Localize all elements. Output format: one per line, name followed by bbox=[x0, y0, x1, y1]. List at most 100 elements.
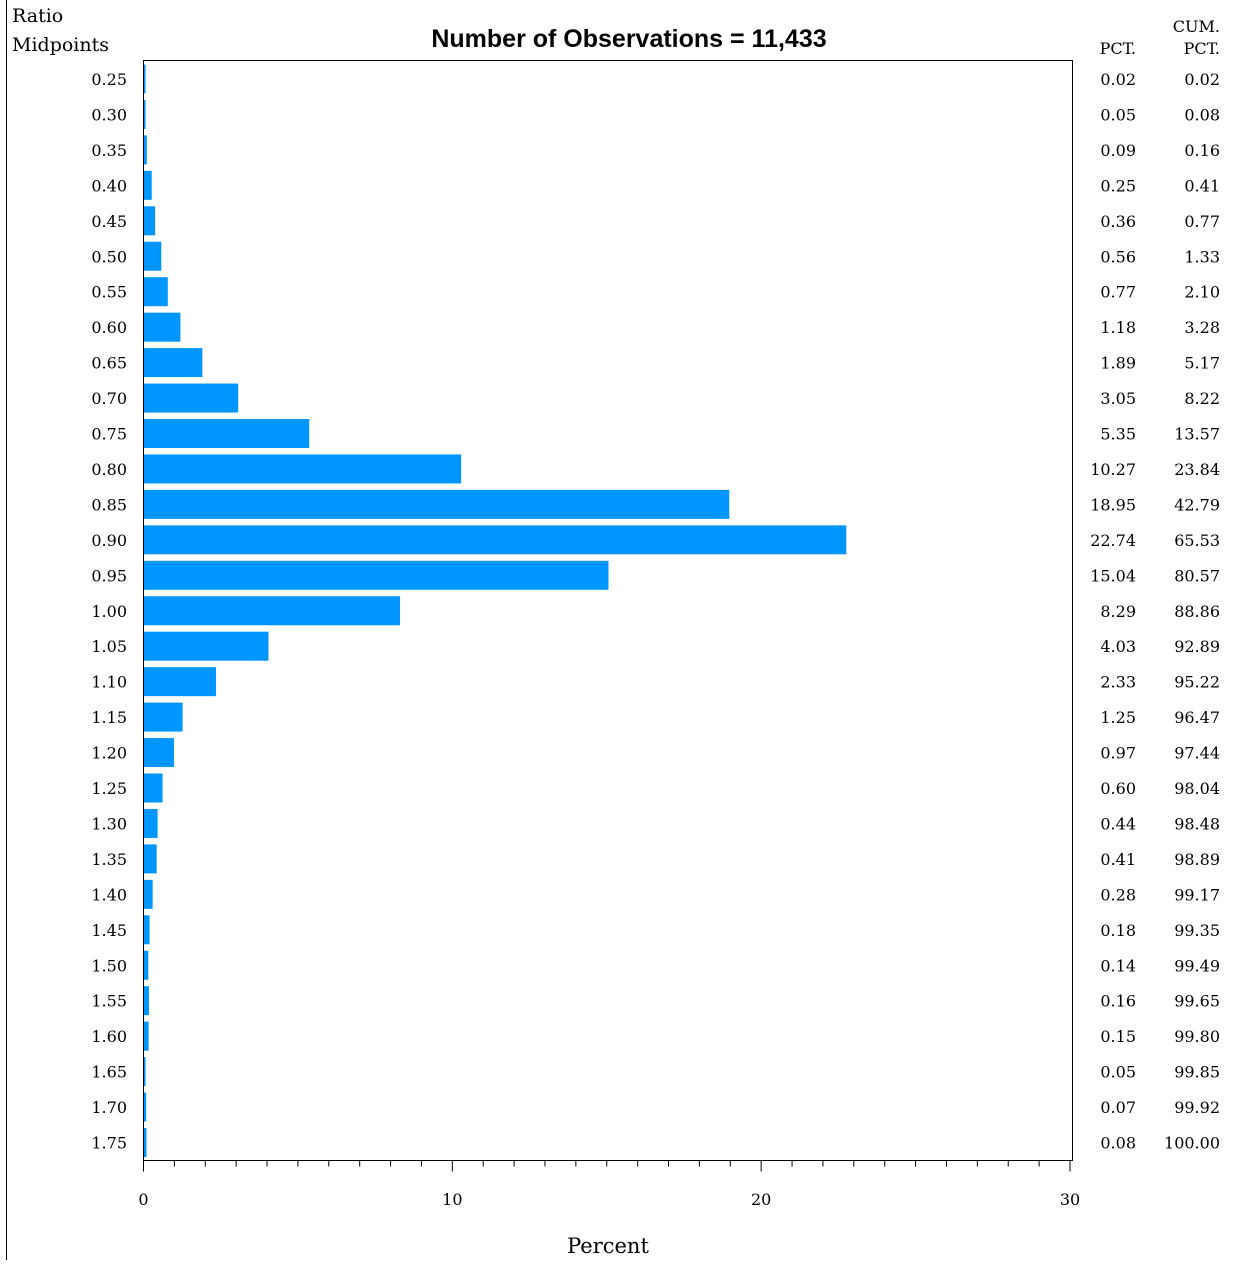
pct-value: 0.36 bbox=[1100, 212, 1136, 231]
bar bbox=[144, 277, 168, 307]
bar bbox=[144, 206, 156, 236]
pct-value: 15.04 bbox=[1090, 566, 1136, 585]
x-tick-label: 10 bbox=[442, 1190, 462, 1209]
cum-pct-value: 99.49 bbox=[1174, 956, 1220, 975]
category-label: 1.05 bbox=[91, 637, 127, 656]
cum-pct-value: 99.65 bbox=[1174, 992, 1220, 1011]
bar bbox=[144, 950, 149, 980]
x-tick-label: 0 bbox=[138, 1190, 148, 1209]
bar bbox=[144, 241, 162, 271]
pct-value: 0.08 bbox=[1100, 1134, 1136, 1153]
bar bbox=[144, 1057, 146, 1087]
cum-pct-value: 80.57 bbox=[1174, 566, 1220, 585]
pct-value: 0.16 bbox=[1100, 992, 1136, 1011]
cum-pct-value: 0.41 bbox=[1184, 176, 1220, 195]
plot-area-frame bbox=[143, 60, 1073, 1161]
pct-value: 0.25 bbox=[1100, 176, 1136, 195]
bar bbox=[144, 738, 174, 768]
bar bbox=[144, 808, 158, 838]
pct-value: 0.15 bbox=[1100, 1027, 1136, 1046]
cum-pct-value: 8.22 bbox=[1184, 389, 1220, 408]
pct-value: 0.44 bbox=[1100, 814, 1136, 833]
cum-pct-column: 0.02 0.08 0.16 0.41 0.77 1.33 2.10 3.28 5.17 8.22… bbox=[1164, 70, 1220, 1153]
category-label: 1.20 bbox=[91, 744, 127, 763]
pct-value: 0.77 bbox=[1100, 283, 1136, 302]
bars-group bbox=[144, 64, 847, 1157]
chart-title: Number of Observations = 11,433 bbox=[431, 25, 826, 53]
bar bbox=[144, 879, 153, 909]
bar bbox=[144, 844, 157, 874]
category-label: 0.55 bbox=[91, 283, 127, 302]
cum-pct-value: 92.89 bbox=[1174, 637, 1220, 656]
pct-value: 5.35 bbox=[1100, 425, 1136, 444]
pct-value: 3.05 bbox=[1100, 389, 1136, 408]
pct-value: 0.14 bbox=[1100, 956, 1136, 975]
category-label: 1.00 bbox=[91, 602, 127, 621]
category-label: 1.10 bbox=[91, 673, 127, 692]
cum-pct-value: 88.86 bbox=[1174, 602, 1220, 621]
category-label: 0.80 bbox=[91, 460, 127, 479]
bar bbox=[144, 1021, 149, 1051]
pct-value: 0.56 bbox=[1100, 247, 1136, 266]
x-axis: 0 10 20 30 bbox=[138, 1160, 1080, 1209]
bar bbox=[144, 1092, 147, 1122]
pct-value: 0.07 bbox=[1100, 1098, 1136, 1117]
category-label: 0.30 bbox=[91, 105, 127, 124]
category-label: 0.35 bbox=[91, 141, 127, 160]
pct-value: 0.05 bbox=[1100, 1063, 1136, 1082]
category-label: 1.25 bbox=[91, 779, 127, 798]
category-label: 1.35 bbox=[91, 850, 127, 869]
cum-pct-value: 0.16 bbox=[1184, 141, 1220, 160]
category-label: 0.75 bbox=[91, 425, 127, 444]
bar bbox=[144, 419, 310, 448]
x-tick-label: 20 bbox=[751, 1190, 771, 1209]
bar bbox=[144, 986, 149, 1016]
cum-pct-value: 0.02 bbox=[1184, 70, 1220, 89]
category-label: 1.50 bbox=[91, 956, 127, 975]
cum-pct-header-line-1: CUM. bbox=[1173, 17, 1220, 36]
pct-value: 1.25 bbox=[1100, 708, 1136, 727]
pct-value: 0.05 bbox=[1100, 105, 1136, 124]
bar bbox=[144, 64, 146, 94]
category-label: 0.90 bbox=[91, 531, 127, 550]
cum-pct-value: 100.00 bbox=[1164, 1134, 1220, 1153]
bar bbox=[144, 560, 609, 590]
bar bbox=[144, 702, 183, 732]
cum-pct-value: 0.77 bbox=[1184, 212, 1220, 231]
bar bbox=[144, 383, 239, 413]
category-label: 0.60 bbox=[91, 318, 127, 337]
pct-value: 18.95 bbox=[1090, 495, 1136, 514]
cum-pct-value: 65.53 bbox=[1174, 531, 1220, 550]
category-label: 1.15 bbox=[91, 708, 127, 727]
bar bbox=[144, 631, 269, 661]
cum-pct-value: 3.28 bbox=[1184, 318, 1220, 337]
category-label: 1.40 bbox=[91, 885, 127, 904]
pct-value: 0.02 bbox=[1100, 70, 1136, 89]
category-label: 0.70 bbox=[91, 389, 127, 408]
category-label: 1.70 bbox=[91, 1098, 127, 1117]
category-label: 0.50 bbox=[91, 247, 127, 266]
bar bbox=[144, 489, 730, 519]
pct-value: 4.03 bbox=[1100, 637, 1136, 656]
category-label: 0.25 bbox=[91, 70, 127, 89]
category-label: 1.60 bbox=[91, 1027, 127, 1046]
category-label: 0.45 bbox=[91, 212, 127, 231]
category-label: 0.85 bbox=[91, 495, 127, 514]
pct-value: 8.29 bbox=[1100, 602, 1136, 621]
category-label: 1.45 bbox=[91, 921, 127, 940]
bar bbox=[144, 773, 163, 803]
category-label: 1.65 bbox=[91, 1063, 127, 1082]
y-axis-label-line-2: Midpoints bbox=[12, 34, 109, 56]
x-tick-label: 30 bbox=[1060, 1190, 1080, 1209]
cum-pct-value: 98.48 bbox=[1174, 814, 1220, 833]
category-label: 0.65 bbox=[91, 354, 127, 373]
pct-value: 22.74 bbox=[1090, 531, 1136, 550]
bar bbox=[144, 915, 150, 945]
pct-value: 0.09 bbox=[1100, 141, 1136, 160]
cum-pct-value: 5.17 bbox=[1184, 354, 1220, 373]
cum-pct-value: 99.92 bbox=[1174, 1098, 1220, 1117]
bar bbox=[144, 525, 847, 555]
category-labels: 0.25 0.30 0.35 0.40 0.45 0.50 0.55 0.60 0.65 0.70… bbox=[91, 70, 127, 1153]
category-label: 0.95 bbox=[91, 566, 127, 585]
